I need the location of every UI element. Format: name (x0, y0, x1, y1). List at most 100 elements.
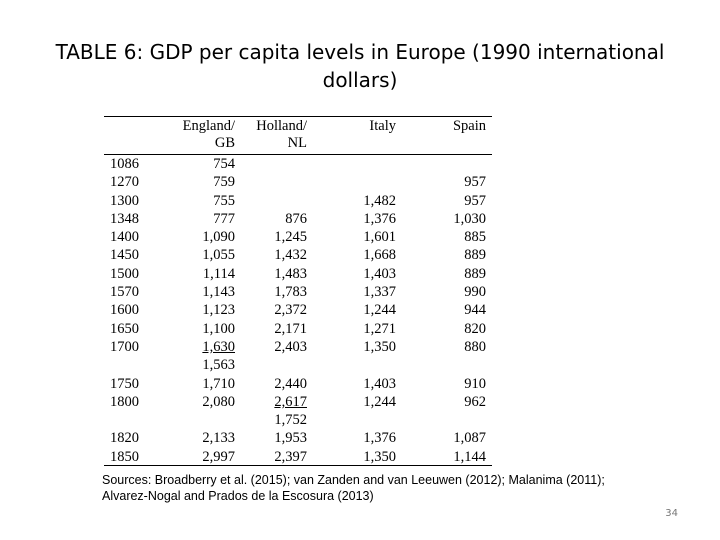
cell-italy: 1,668 (363, 247, 396, 264)
table-row: 1750 1,710 2,440 1,403 910 (104, 375, 492, 393)
cell-italy: 1,376 (363, 430, 396, 447)
table-row: 1700 1,630 2,403 1,350 880 (104, 338, 492, 356)
cell-year: 1450 (110, 247, 139, 264)
cell-holland-nl: 1,752 (274, 412, 307, 429)
header-holland-nl: Holland/ NL (256, 118, 307, 151)
cell-england-gb: 777 (213, 210, 235, 227)
cell-year: 1270 (110, 174, 139, 191)
cell-spain: 1,030 (453, 210, 486, 227)
table-row: 1500 1,114 1,483 1,403 889 (104, 265, 492, 283)
cell-year: 1800 (110, 393, 139, 410)
cell-year: 1086 (110, 156, 139, 172)
cell-spain: 944 (464, 302, 486, 319)
cell-england-gb: 1,114 (202, 265, 235, 282)
cell-spain: 962 (464, 393, 486, 410)
cell-spain: 957 (464, 174, 486, 191)
cell-holland-nl: 2,171 (274, 320, 307, 337)
cell-italy: 1,350 (363, 338, 396, 355)
cell-italy: 1,376 (363, 210, 396, 227)
cell-year: 1600 (110, 302, 139, 319)
cell-spain: 1,087 (453, 430, 486, 447)
cell-year: 1650 (110, 320, 139, 337)
cell-year: 1300 (110, 192, 139, 209)
cell-england-gb: 759 (213, 174, 235, 191)
cell-england-gb: 1,090 (202, 229, 235, 246)
cell-holland-nl: 2,403 (274, 338, 307, 355)
cell-italy: 1,350 (363, 448, 396, 465)
cell-holland-nl: 1,783 (274, 284, 307, 301)
cell-england-gb: 1,630 (202, 338, 235, 355)
cell-holland-nl: 2,397 (274, 448, 307, 465)
table-row: 1450 1,055 1,432 1,668 889 (104, 246, 492, 264)
table-row: 1400 1,090 1,245 1,601 885 (104, 228, 492, 246)
cell-england-gb: 1,123 (202, 302, 235, 319)
cell-spain: 889 (464, 247, 486, 264)
cell-year: 1348 (110, 210, 139, 227)
cell-year: 1570 (110, 284, 139, 301)
cell-italy: 1,601 (363, 229, 396, 246)
table-row: 1,563 (104, 356, 492, 374)
cell-spain: 880 (464, 338, 486, 355)
cell-spain: 990 (464, 284, 486, 301)
cell-italy: 1,244 (363, 302, 396, 319)
cell-italy: 1,482 (363, 192, 396, 209)
cell-italy: 1,337 (363, 284, 396, 301)
table-top-rule (104, 116, 492, 117)
cell-italy: 1,271 (363, 320, 396, 337)
cell-year: 1820 (110, 430, 139, 447)
cell-holland-nl: 1,432 (274, 247, 307, 264)
cell-year: 1750 (110, 375, 139, 392)
cell-holland-nl: 1,245 (274, 229, 307, 246)
cell-year: 1700 (110, 338, 139, 355)
cell-england-gb: 2,133 (202, 430, 235, 447)
cell-italy: 1,403 (363, 265, 396, 282)
cell-year: 1500 (110, 265, 139, 282)
cell-england-gb: 754 (213, 156, 235, 172)
table-row: 1850 2,997 2,397 1,350 1,144 (104, 448, 492, 466)
table-row: 1800 2,080 2,617 1,244 962 (104, 393, 492, 411)
header-spain: Spain (452, 118, 486, 134)
cell-england-gb: 2,997 (202, 448, 235, 465)
cell-spain: 885 (464, 229, 486, 246)
table-row: 1570 1,143 1,783 1,337 990 (104, 283, 492, 301)
cell-italy: 1,403 (363, 375, 396, 392)
cell-year: 1400 (110, 229, 139, 246)
cell-holland-nl: 1,483 (274, 265, 307, 282)
table-row: 1600 1,123 2,372 1,244 944 (104, 301, 492, 319)
cell-holland-nl: 2,440 (274, 375, 307, 392)
page-number: 34 (665, 508, 678, 519)
table-row: 1270 759 957 (104, 173, 492, 191)
cell-spain: 957 (464, 192, 486, 209)
table-header: England/ GB Holland/ NL Italy Spain (104, 118, 492, 154)
table-row: 1348 777 876 1,376 1,030 (104, 210, 492, 228)
table-body: 1086 754 1270 759 957 1300 755 1,482 957 1348 777 8… (104, 155, 492, 466)
table-header-rule (104, 154, 492, 155)
cell-spain: 1,144 (453, 448, 486, 465)
cell-spain: 889 (464, 265, 486, 282)
slide-title: TABLE 6: GDP per capita levels in Europe… (55, 40, 665, 92)
header-england-gb: England/ GB (182, 118, 235, 151)
cell-holland-nl: 876 (285, 210, 307, 227)
cell-england-gb: 1,055 (202, 247, 235, 264)
cell-england-gb: 755 (213, 192, 235, 209)
cell-england-gb: 1,100 (202, 320, 235, 337)
table-bottom-rule (104, 465, 492, 466)
table-row: 1086 754 (104, 155, 492, 173)
cell-holland-nl: 2,617 (274, 393, 307, 410)
sources-note: Sources: Broadberry et al. (2015); van Z… (102, 473, 605, 503)
cell-england-gb: 1,143 (202, 284, 235, 301)
header-italy: Italy (369, 118, 396, 134)
cell-italy: 1,244 (363, 393, 396, 410)
cell-holland-nl: 2,372 (274, 302, 307, 319)
table-row: 1300 755 1,482 957 (104, 192, 492, 210)
table-row: 1650 1,100 2,171 1,271 820 (104, 320, 492, 338)
cell-holland-nl: 1,953 (274, 430, 307, 447)
cell-spain: 820 (464, 320, 486, 337)
table-row: 1,752 (104, 411, 492, 429)
cell-spain: 910 (464, 375, 486, 392)
cell-england-gb: 1,563 (202, 357, 235, 374)
cell-year: 1850 (110, 448, 139, 465)
table-row: 1820 2,133 1,953 1,376 1,087 (104, 429, 492, 447)
cell-england-gb: 2,080 (202, 393, 235, 410)
cell-england-gb: 1,710 (202, 375, 235, 392)
